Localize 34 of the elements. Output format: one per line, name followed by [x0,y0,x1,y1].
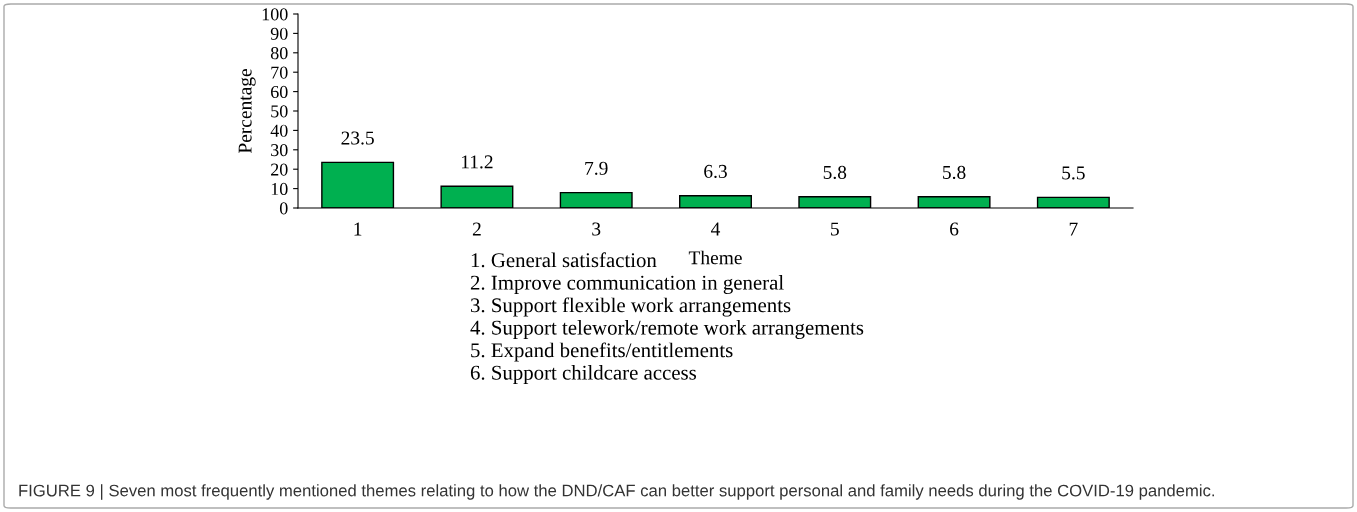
text: 4. Support telework/remote work arrangements [470,320,864,339]
data-label: 7.9 [585,161,608,175]
y-tick-label: 60 [271,85,288,99]
y-tick-label: 0 [279,202,288,215]
data-label: 23.5 [341,131,374,145]
y-tick-label: 40 [270,124,288,137]
y-tick-label: 90 [270,27,288,40]
caption: FIGURE 9 | Seven most frequently mentioned themes relating to how the DND/CAF can better support personal and family needs during the COVID-19 pandemic. [19,484,1214,500]
data-label: 6.3 [704,164,727,179]
x-tick-label: 5 [831,222,839,236]
y-tick-label: 70 [271,66,288,79]
y-tick-label: 80 [270,47,288,60]
x-tick-label: 7 [1069,222,1078,236]
text: 3. Support flexible work arrangements [471,297,791,317]
text: 2. Improve communication in general [470,275,784,294]
text: 1. General satisfaction [471,252,657,268]
data-label: 5.8 [943,165,966,179]
data-label: 11.2 [461,155,493,169]
y-tick-label: 30 [271,144,288,157]
y-tick-label: 50 [271,105,288,118]
x-tick-label: 1 [354,222,362,236]
text: 5. Expand benefits/entitlements [471,342,733,362]
y-tick-label: 10 [271,182,288,196]
x-tick-label: 6 [950,222,959,236]
x-tick-label: 4 [711,222,721,236]
data-label: 5.5 [1062,166,1085,180]
x-tick-label: 2 [472,222,481,236]
y-tick-label: 100 [262,8,288,21]
x-tick-label: 3 [592,222,601,236]
text: 6. Support childcare access [470,365,697,384]
data-label: 5.8 [823,165,847,179]
y-axis-title: Percentage [238,69,256,154]
y-tick-label: 20 [271,163,288,176]
x-axis-title: Theme [688,250,742,265]
